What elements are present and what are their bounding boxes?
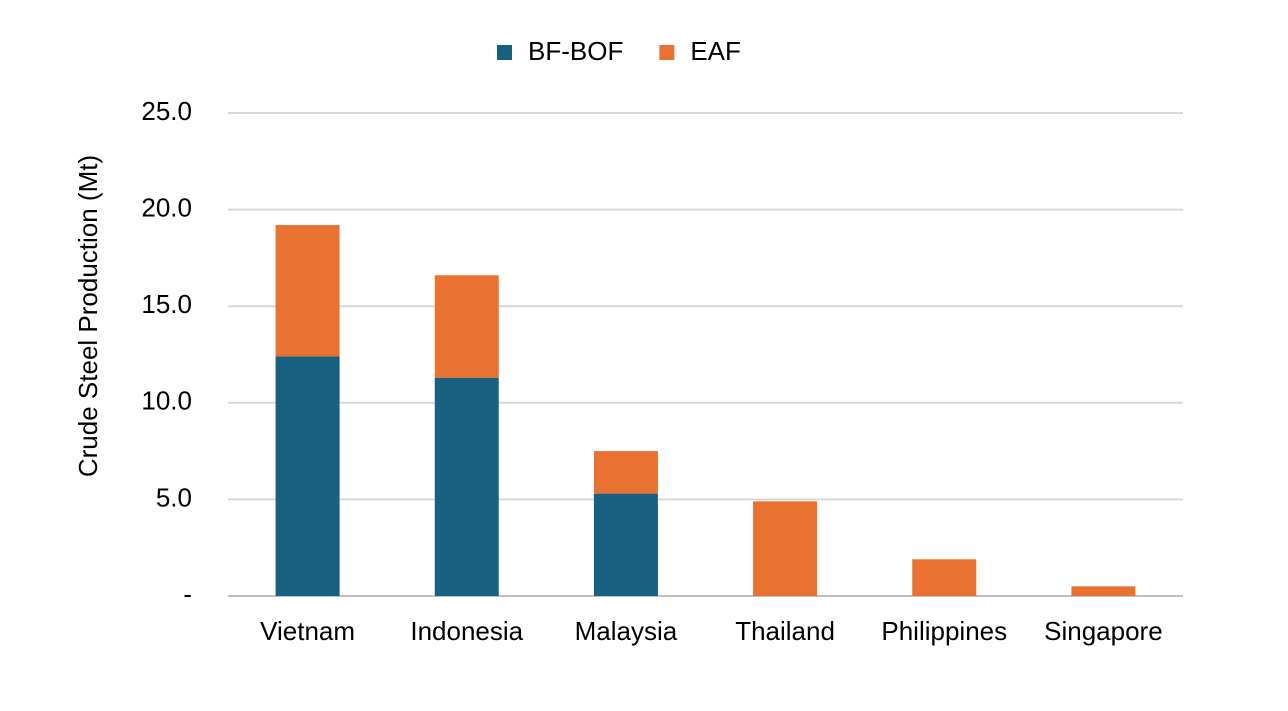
bar-segment bbox=[275, 225, 340, 357]
bar-segment bbox=[434, 275, 499, 378]
x-tick-label: Philippines bbox=[881, 616, 1007, 646]
x-tick-label: Malaysia bbox=[575, 616, 678, 646]
x-tick-label: Thailand bbox=[735, 616, 835, 646]
bar-segment bbox=[1071, 586, 1136, 596]
y-tick-label: 10.0 bbox=[141, 386, 192, 416]
legend-swatch bbox=[497, 45, 512, 60]
bar-segment bbox=[753, 501, 818, 596]
y-axis-title: Crude Steel Production (Mt) bbox=[73, 155, 103, 477]
x-tick-label: Vietnam bbox=[260, 616, 355, 646]
bar-segment bbox=[434, 377, 499, 596]
x-tick-label: Indonesia bbox=[410, 616, 523, 646]
y-tick-label: 20.0 bbox=[141, 192, 192, 222]
bar-segment bbox=[275, 356, 340, 596]
legend-swatch bbox=[659, 45, 675, 60]
bar-segment bbox=[593, 493, 658, 596]
x-tick-label: Singapore bbox=[1044, 616, 1163, 646]
y-tick-label: 25.0 bbox=[141, 96, 192, 126]
y-tick-label: 5.0 bbox=[156, 482, 192, 512]
bar-segment bbox=[593, 451, 658, 494]
legend-label: BF-BOF bbox=[528, 36, 623, 66]
y-tick-label: - bbox=[183, 579, 192, 609]
legend-label: EAF bbox=[690, 36, 741, 66]
y-tick-label: 15.0 bbox=[141, 289, 192, 319]
bar-segment bbox=[912, 559, 977, 596]
